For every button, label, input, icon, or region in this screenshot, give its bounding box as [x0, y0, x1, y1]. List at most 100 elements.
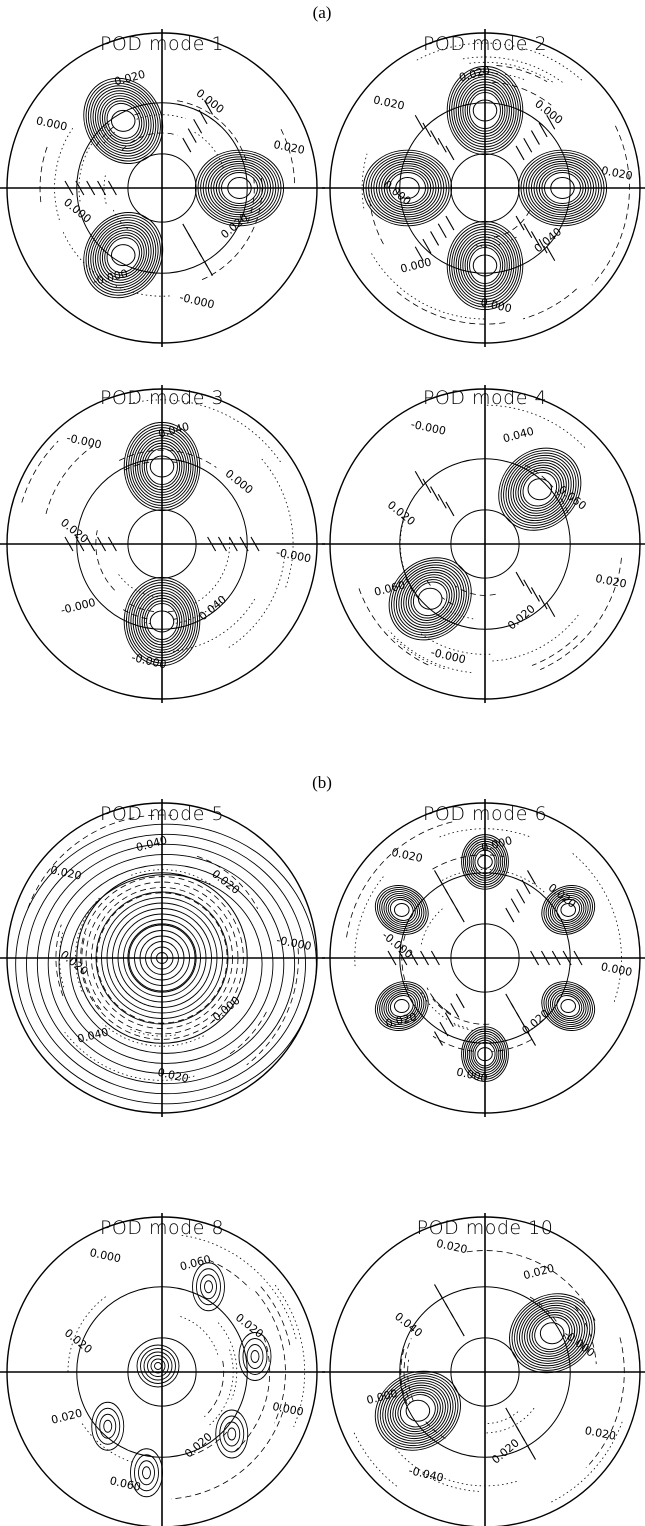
contour-negative [260, 1286, 291, 1347]
contour-negative [524, 464, 570, 517]
contour-lobe [524, 1307, 581, 1360]
contour-negative [209, 1349, 234, 1426]
domain-boundary [6, 32, 318, 344]
contour-lobe [545, 889, 591, 931]
contour-dash [430, 130, 440, 145]
contour-dash [546, 246, 556, 262]
contour-lobe [387, 896, 416, 923]
contour-lobe [552, 991, 585, 1022]
contour-lobe [250, 1350, 260, 1363]
contour-value-label: 0.020 [390, 846, 424, 865]
contour-lobe [410, 579, 450, 619]
lobe-core [539, 1322, 565, 1345]
contour-lobe [521, 1304, 583, 1362]
contour-negative [208, 1259, 251, 1289]
contour-lobe [403, 571, 458, 626]
contour-negative [531, 635, 578, 666]
contour-dash [422, 238, 432, 254]
reference-circle-outer [399, 102, 571, 274]
contour-negative [486, 1411, 519, 1425]
contour-ring [69, 874, 263, 1054]
lobe-core [393, 902, 410, 917]
contour-negative [496, 65, 548, 82]
contour-negative [346, 821, 454, 938]
contour-negative [196, 855, 259, 909]
contour-value-label: 0.020 [58, 948, 91, 978]
contour-value-label: 0.000 [35, 114, 69, 133]
contour-negative [102, 1023, 204, 1047]
contour-dash [204, 261, 213, 276]
contour-lobe [547, 890, 589, 929]
contour-dash [187, 128, 197, 143]
contour-lobe [383, 989, 421, 1024]
contour-lobe [374, 1370, 461, 1451]
contour-dash [445, 501, 455, 517]
contour-lobe [87, 217, 159, 294]
contour-lobe [400, 569, 460, 629]
contour-negative [401, 929, 409, 990]
contour-lobe [543, 887, 593, 933]
contour-lobe [517, 467, 562, 512]
contour-lobe [505, 454, 575, 524]
contour-lobe [223, 1421, 241, 1447]
contour-lobe [543, 983, 593, 1029]
contour-negative [246, 948, 299, 1066]
contour-center [136, 1344, 180, 1388]
contour-lobe [383, 892, 421, 927]
contour-lobe [498, 447, 582, 531]
contour-negative [128, 399, 282, 463]
contour-dash [422, 478, 432, 494]
contour-lobe [534, 1316, 571, 1350]
contour-negative [280, 129, 296, 187]
contour-value-label: 0.000 [223, 467, 256, 497]
contour-dash [430, 231, 440, 246]
contour-lobe [374, 981, 429, 1031]
contour-dash [538, 122, 548, 138]
contour-lobe [554, 896, 583, 923]
reference-circle-inner [450, 923, 520, 993]
contour-negative [420, 906, 445, 945]
contour-negative [585, 1337, 625, 1469]
lobe-core [110, 109, 136, 132]
contour-value-label: 0.000 [89, 1246, 123, 1265]
contour-dash [515, 571, 525, 587]
reference-circle-inner [127, 1337, 197, 1407]
contour-lobe [377, 887, 427, 933]
contour-negative [45, 445, 93, 514]
contour-lobe [514, 1297, 591, 1369]
contour-lobe [556, 898, 581, 921]
contour-lobe [381, 987, 423, 1026]
contour-lobe [509, 1293, 596, 1374]
contour-lobe [106, 237, 140, 274]
contour-negative [76, 880, 127, 949]
contour-lobe [83, 77, 164, 164]
contour-dash [523, 137, 533, 153]
section-label-a: (a) [313, 3, 332, 22]
contour-value-label: 0.020 [584, 1424, 617, 1443]
contour-lobe [541, 885, 596, 935]
contour-negative [394, 289, 506, 325]
contour-dash [445, 215, 455, 231]
panel-mode-10: POD mode 100.020-0.0400.0000.0400.0200.0… [322, 1213, 645, 1526]
contour-lobe [393, 562, 467, 636]
reference-circle-inner [450, 509, 520, 579]
reference-circle-outer [76, 458, 248, 630]
reference-circle-outer [76, 872, 248, 1044]
contour-negative [112, 209, 128, 230]
contour-lobe [549, 892, 587, 927]
contour-lobe [99, 229, 147, 281]
contour-value-label: 0.020 [58, 516, 91, 546]
contour-negative [131, 869, 215, 888]
contour-value-label: -0.000 [65, 431, 102, 451]
contour-value-label: 0.040 [502, 425, 536, 446]
contour-lobe [387, 993, 416, 1020]
contour-negative [399, 518, 406, 572]
section-label-b: (b) [312, 773, 332, 792]
reference-circle-outer [399, 458, 571, 630]
contour-lobe [92, 222, 154, 289]
contour-lobe [246, 1344, 264, 1369]
contour-ring [58, 864, 274, 1064]
